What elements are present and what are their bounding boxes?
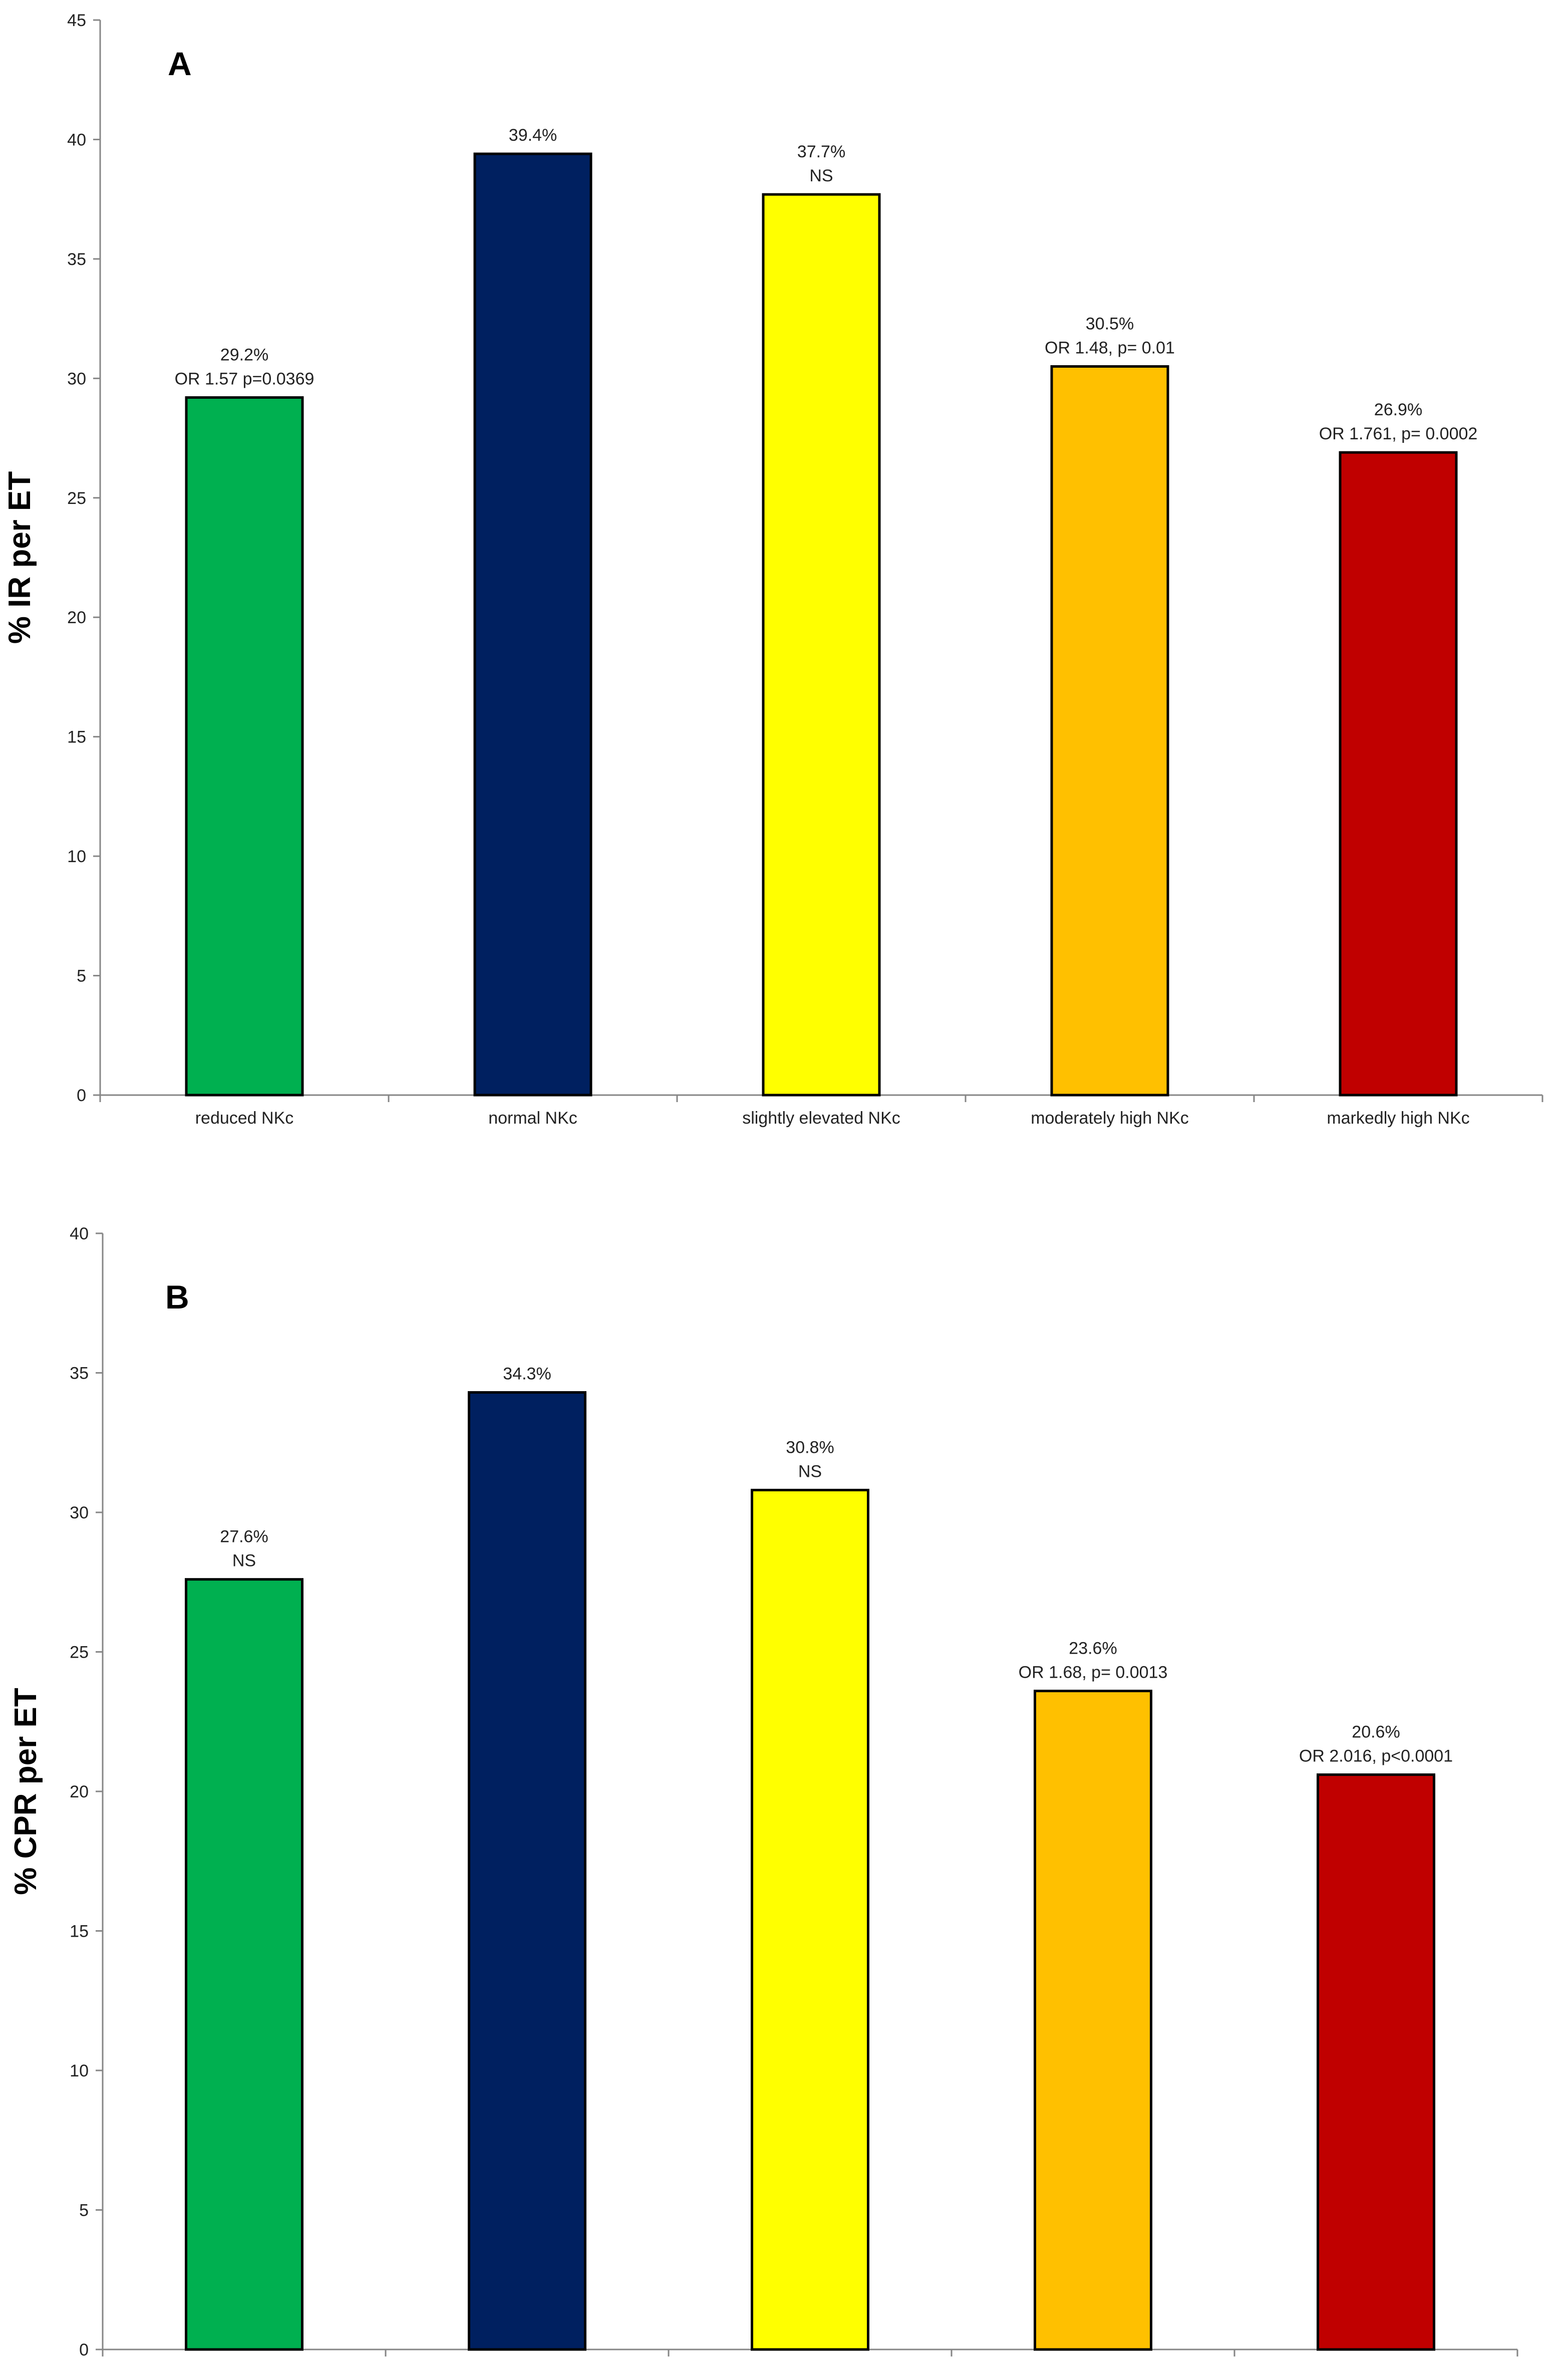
category-label: normal NKc [488, 1109, 577, 1128]
bar [185, 1578, 303, 2351]
bar [751, 1488, 869, 2351]
data-label: OR 1.48, p= 0.01 [1045, 338, 1175, 357]
y-tick-label: 30 [70, 1503, 89, 1522]
data-label: 30.8% [786, 1438, 834, 1457]
bar [185, 396, 304, 1097]
y-tick-label: 25 [67, 489, 86, 508]
data-label: NS [798, 1462, 822, 1481]
y-tick-label: 5 [79, 2201, 89, 2220]
y-tick-label: 10 [70, 2061, 89, 2080]
y-axis-title: % IR per ET [3, 471, 37, 644]
data-label: 20.6% [1352, 1723, 1400, 1742]
y-tick-label: 20 [67, 608, 86, 627]
y-tick-label: 25 [70, 1643, 89, 1662]
y-tick-label: 40 [70, 1224, 89, 1243]
y-tick-label: 10 [67, 847, 86, 866]
bar [1339, 451, 1458, 1097]
category-label: markedly high NKc [1327, 1109, 1469, 1128]
data-label: 34.3% [503, 1364, 551, 1383]
data-label: 26.9% [1374, 400, 1422, 419]
bar [468, 1391, 586, 2351]
category-label: slightly elevated NKc [742, 1109, 900, 1128]
panel-letter: B [165, 1278, 189, 1316]
y-tick-label: 30 [67, 369, 86, 388]
category-label: reduced NKc [195, 1109, 294, 1128]
data-label: NS [809, 166, 833, 185]
y-axis-title: % CPR per ET [9, 1688, 43, 1895]
y-tick-label: 20 [70, 1782, 89, 1801]
data-label: 39.4% [509, 126, 557, 145]
data-label: OR 1.57 p=0.0369 [175, 369, 315, 388]
data-label: NS [232, 1551, 256, 1570]
bar [1317, 1773, 1435, 2351]
y-tick-label: 40 [67, 130, 86, 149]
category-label: moderately high NKc [1031, 1109, 1189, 1128]
bar [1050, 365, 1169, 1097]
data-label: 30.5% [1086, 314, 1134, 333]
y-tick-label: 0 [79, 2340, 89, 2359]
data-label: OR 1.761, p= 0.0002 [1319, 424, 1478, 443]
data-label: 37.7% [797, 142, 845, 161]
data-label: 27.6% [220, 1527, 268, 1546]
y-tick-label: 45 [67, 11, 86, 30]
data-label: OR 2.016, p<0.0001 [1299, 1747, 1453, 1766]
y-tick-label: 5 [77, 967, 86, 986]
y-tick-label: 35 [67, 250, 86, 269]
y-tick-label: 0 [77, 1086, 86, 1105]
bar [1034, 1689, 1152, 2351]
bar [762, 193, 881, 1097]
data-label: 23.6% [1069, 1639, 1117, 1658]
panel-a: 0 5 10 15 20 25 30 35 40 45 reduced NKc 29.2% OR 1.5… [3, 11, 1543, 1128]
y-tick-label: 15 [67, 728, 86, 747]
panel-b: 0510152025303540reduced NKc27.6%NSnormal… [9, 1224, 1518, 2359]
data-label: 29.2% [220, 345, 268, 364]
y-tick-label: 35 [70, 1364, 89, 1383]
bar [473, 152, 592, 1097]
panel-letter: A [168, 45, 192, 82]
data-label: OR 1.68, p= 0.0013 [1019, 1663, 1168, 1682]
y-tick-label: 15 [70, 1922, 89, 1941]
